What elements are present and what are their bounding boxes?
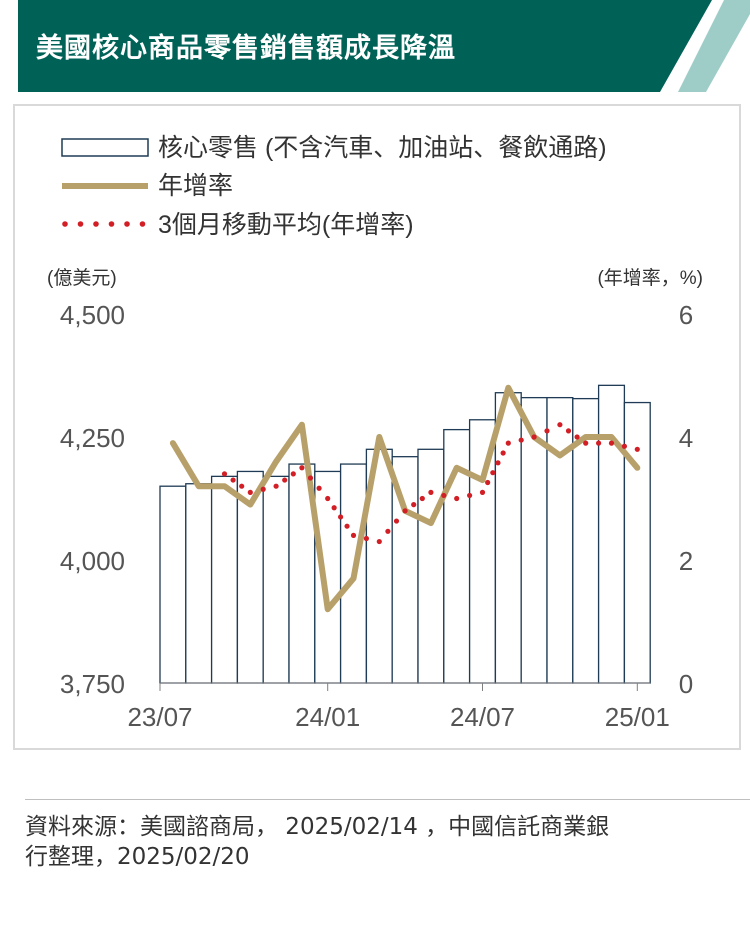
right-tick-label: 0 <box>679 669 693 699</box>
title-banner: 美國核心商品零售銷售額成長降溫 <box>18 0 750 92</box>
left-tick-label: 4,250 <box>60 423 125 453</box>
ma-dot <box>221 471 228 477</box>
left-tick-label: 4,500 <box>60 300 125 330</box>
ma-dot <box>350 532 357 538</box>
ma-dot <box>608 440 615 446</box>
ma-dot <box>344 523 350 529</box>
ma-dot <box>282 477 288 483</box>
ma-dot <box>273 483 279 489</box>
ma-dot <box>544 428 550 434</box>
right-tick-label: 4 <box>679 423 693 453</box>
chart-title: 美國核心商品零售銷售額成長降溫 <box>36 33 456 64</box>
ma-dot <box>495 460 501 466</box>
ma-dot <box>583 440 589 446</box>
x-tick-label: 25/01 <box>605 702 670 732</box>
legend-swatch-bar <box>61 138 149 157</box>
legend-swatch-dot <box>62 221 68 227</box>
x-tick-label: 23/07 <box>127 702 192 732</box>
ma-dot <box>419 495 425 502</box>
source-line-1: 資料來源：美國諮商局， 2025/02/14 ，中國信託商業銀 <box>25 814 610 840</box>
ma-dot <box>331 505 337 511</box>
legend-swatch-dot <box>93 221 99 227</box>
ma-dot <box>260 486 266 492</box>
bar-24/09 <box>520 396 548 684</box>
legend-swatch-dot <box>77 221 84 227</box>
ma-dot <box>376 538 382 545</box>
legend-swatch-dot <box>139 221 146 227</box>
ma-dot <box>596 440 602 446</box>
ma-dot <box>621 443 628 449</box>
ma-dot <box>230 477 236 483</box>
ma-dot <box>247 489 253 495</box>
chart-svg: 核心零售 (不含汽車、加油站、餐飲通路) 年增率 3個月移動平均(年增率) (億美元)… <box>47 134 703 732</box>
ma-dot <box>490 470 496 476</box>
right-tick-label: 6 <box>679 300 693 330</box>
legend-swatch-dot <box>108 221 115 227</box>
ma-dot <box>411 502 417 508</box>
source-note: 資料來源：美國諮商局， 2025/02/14 ，中國信託商業銀 行整理，2025… <box>25 812 725 872</box>
ma-dot <box>316 485 322 491</box>
ma-dot <box>557 422 563 428</box>
ma-dot <box>518 437 524 443</box>
bar-23/09 <box>210 475 239 684</box>
ma-dot <box>428 489 434 495</box>
ma-dot <box>500 450 506 456</box>
bar-24/08 <box>494 392 522 684</box>
right-axis-unit: (年增率，%) <box>597 267 703 289</box>
bar-23/11 <box>262 475 290 684</box>
ma-dot <box>385 528 391 534</box>
divider-line <box>25 799 750 800</box>
bar-24/12 <box>597 384 626 684</box>
bar-23/08 <box>185 483 213 684</box>
ma-dot <box>290 471 296 477</box>
right-tick-label: 2 <box>679 546 693 576</box>
ma-dot <box>325 495 331 502</box>
banner-shape <box>18 0 750 92</box>
ma-dot <box>393 518 400 524</box>
ma-dot <box>454 495 460 502</box>
x-tick-label: 24/01 <box>295 702 360 732</box>
ma-dot <box>307 475 314 481</box>
ma-dot <box>485 479 491 486</box>
ma-dot <box>574 434 580 440</box>
ma-dot <box>467 492 473 499</box>
ma-dot <box>531 434 537 440</box>
ma-dot <box>299 465 305 471</box>
bar-24/10 <box>546 396 574 684</box>
bar-25/01 <box>623 401 651 684</box>
source-line-2: 行整理，2025/02/20 <box>25 844 250 870</box>
ma-dot <box>505 440 511 446</box>
chart-panel: 核心零售 (不含汽車、加油站、餐飲通路) 年增率 3個月移動平均(年增率) (億美元)… <box>13 104 741 750</box>
ma-dot <box>363 535 369 542</box>
ma-dot <box>634 446 640 452</box>
ma-dot <box>239 483 245 489</box>
bar-24/05 <box>417 448 445 684</box>
ma-dot <box>479 489 486 495</box>
bar-24/07 <box>468 419 497 684</box>
legend-label-ma: 3個月移動平均(年增率) <box>158 211 414 239</box>
left-tick-label: 3,750 <box>60 669 125 699</box>
bar-24/01 <box>314 470 342 684</box>
ma-dot <box>441 492 447 499</box>
banner-background <box>18 0 712 92</box>
ma-dot <box>565 428 572 434</box>
left-tick-label: 4,000 <box>60 546 125 576</box>
bar-24/11 <box>572 397 600 684</box>
left-axis-unit: (億美元) <box>47 267 117 289</box>
ma-dot <box>402 508 408 514</box>
x-tick-label: 24/07 <box>450 702 515 732</box>
bar-23/07 <box>159 485 187 684</box>
banner-stripe <box>678 0 750 92</box>
legend-label-bar: 核心零售 (不含汽車、加油站、餐飲通路) <box>158 134 607 162</box>
ma-dot <box>338 514 344 520</box>
legend-label-line: 年增率 <box>158 172 233 200</box>
legend-swatch-dot <box>124 221 130 227</box>
